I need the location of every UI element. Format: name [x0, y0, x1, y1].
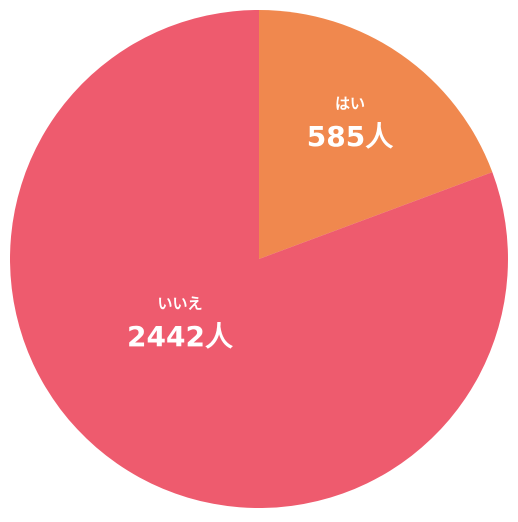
slice-category: はい	[335, 95, 365, 113]
pie-slice	[259, 10, 493, 259]
pie-slice	[10, 10, 509, 509]
slice-value-label: 2442人	[127, 320, 233, 353]
slice-value-label: 585人	[307, 120, 393, 153]
slice-category: いいえ	[157, 295, 202, 313]
